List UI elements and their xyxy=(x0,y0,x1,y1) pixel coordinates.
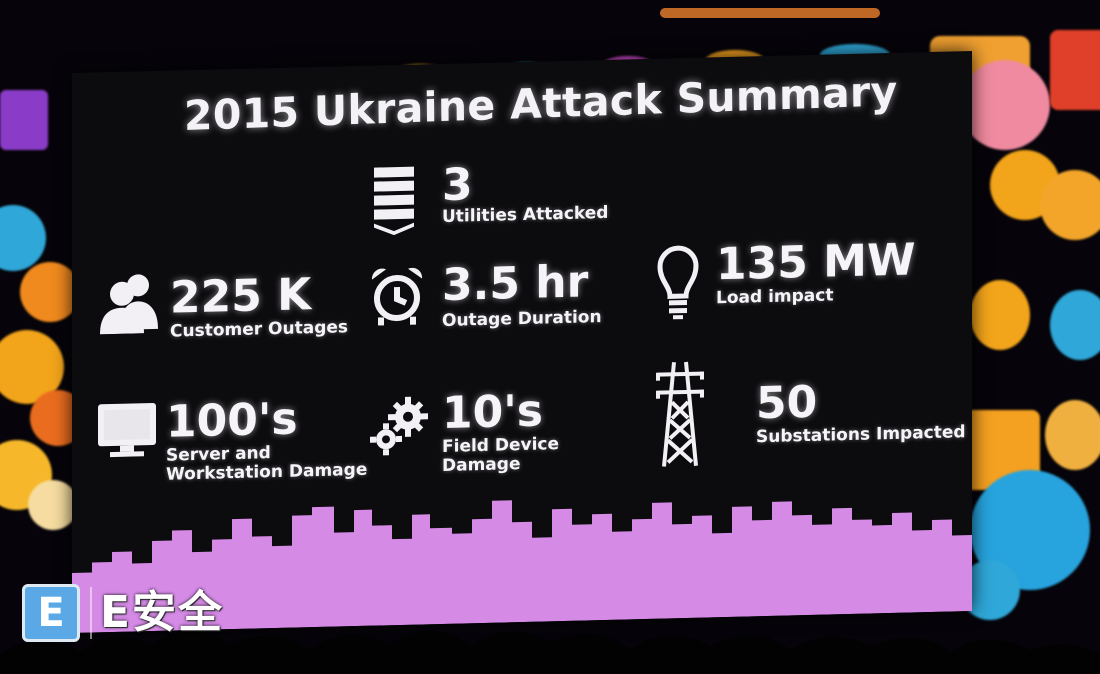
city-skyline xyxy=(72,500,972,633)
watermark-text: E安全 xyxy=(90,587,224,639)
stat-label: Substations Impacted xyxy=(756,422,966,448)
stat-label: Load impact xyxy=(716,285,834,309)
people-icon xyxy=(100,274,158,335)
stat-value: 50 xyxy=(756,376,818,430)
stat-value: 100's xyxy=(166,393,298,448)
stage-light-strip xyxy=(660,8,880,18)
watermark-logo: E xyxy=(22,584,80,642)
light-bulb-icon xyxy=(657,245,699,320)
server-stack-icon xyxy=(374,166,414,236)
stat-label: Utilities Attacked xyxy=(442,202,609,227)
audience-silhouettes xyxy=(0,630,1100,674)
stat-value: 3 xyxy=(442,159,473,211)
stat-value: 10's xyxy=(442,385,543,439)
watermark: E E安全 xyxy=(22,584,224,642)
transmission-tower-icon xyxy=(656,361,704,467)
monitor-icon xyxy=(98,403,156,458)
stat-label-line-2: Workstation Damage xyxy=(166,459,368,485)
slide-title: 2015 Ukraine Attack Summary xyxy=(183,67,898,140)
stat-value: 225 K xyxy=(170,269,312,324)
gears-icon xyxy=(370,396,428,456)
alarm-clock-icon xyxy=(371,267,423,326)
stat-value: 135 MW xyxy=(716,234,916,291)
stat-label: Outage Duration xyxy=(442,307,602,331)
stat-value: 3.5 hr xyxy=(442,256,589,311)
stat-label: Customer Outages xyxy=(170,317,349,342)
presentation-screen: 2015 Ukraine Attack Summary 3 Utilities … xyxy=(72,51,972,633)
stat-label-line-2: Damage xyxy=(442,454,521,476)
